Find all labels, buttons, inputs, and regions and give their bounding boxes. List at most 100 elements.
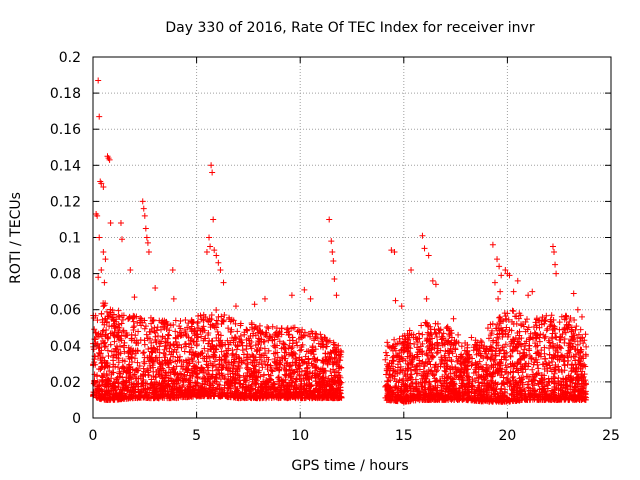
data-point [126,364,133,371]
data-point [256,367,263,374]
data-point [576,395,583,402]
data-point [487,332,494,339]
data-point [222,352,229,359]
data-point [315,391,322,398]
data-point [159,333,166,340]
y-tick-label: 0.12 [50,194,81,210]
data-point-peak [326,216,333,223]
data-point [541,320,548,327]
data-point [117,335,124,342]
data-point [161,354,168,361]
data-point [425,396,432,403]
data-point-peak [98,180,105,187]
data-point [249,351,256,358]
data-point-peak [220,279,227,286]
data-point [543,327,550,334]
data-point [131,323,138,330]
data-point [568,365,575,372]
data-point [539,361,546,368]
data-point [285,328,292,335]
data-point [128,376,135,383]
data-point [106,323,113,330]
data-point [479,366,486,373]
data-point [224,337,231,344]
data-point-peak [209,169,216,176]
data-point [563,394,570,401]
data-point [549,330,556,337]
data-point [577,326,584,333]
data-point [216,372,223,379]
data-point [402,357,409,364]
data-point [284,325,291,332]
data-point [100,340,107,347]
data-point [195,359,202,366]
data-point [120,312,127,319]
data-point [164,320,171,327]
data-point [504,310,511,317]
data-point [434,396,441,403]
data-point [111,379,118,386]
data-point [242,390,249,397]
data-point [289,334,296,341]
data-point [510,377,517,384]
data-point [173,349,180,356]
data-point [281,345,288,352]
data-point [559,330,566,337]
data-point [545,375,552,382]
data-point [192,328,199,335]
data-point [291,324,298,331]
data-point [105,334,112,341]
data-point [126,355,133,362]
data-point [549,335,556,342]
data-point [227,367,234,374]
data-point [261,338,268,345]
data-point [558,313,565,320]
data-point-peak [514,277,521,284]
data-point [543,312,550,319]
data-point [541,372,548,379]
data-point [561,316,568,323]
data-point [150,364,157,371]
data-point [444,357,451,364]
data-point [421,363,428,370]
grid-layer [93,57,611,418]
y-tick-label: 0.1 [59,231,81,247]
data-point [256,356,263,363]
data-point [305,355,312,362]
data-point [290,389,297,396]
data-point [419,331,426,338]
data-point [488,372,495,379]
data-point [583,343,590,350]
data-point [127,394,134,401]
data-point [506,383,513,390]
data-point-peak [398,303,405,310]
data-point [534,342,541,349]
data-point [502,354,509,361]
data-point [561,339,568,346]
data-point [411,385,418,392]
data-point [478,398,485,405]
data-point [337,353,344,360]
data-point [104,347,111,354]
data-point [131,371,138,378]
data-point [496,320,503,327]
data-point [194,334,201,341]
data-point [268,367,275,374]
data-point [278,325,285,332]
data-point [532,388,539,395]
x-tick-label: 20 [498,428,516,444]
data-point [567,344,574,351]
data-point [244,364,251,371]
data-point [439,340,446,347]
data-point [165,332,172,339]
data-point [251,357,258,364]
data-point [115,359,122,366]
data-point [238,339,245,346]
data-point [297,390,304,397]
data-point [249,374,256,381]
data-point [448,339,455,346]
data-point-peak [95,274,102,281]
data-point [146,362,153,369]
data-point [498,356,505,363]
data-point [394,364,401,371]
